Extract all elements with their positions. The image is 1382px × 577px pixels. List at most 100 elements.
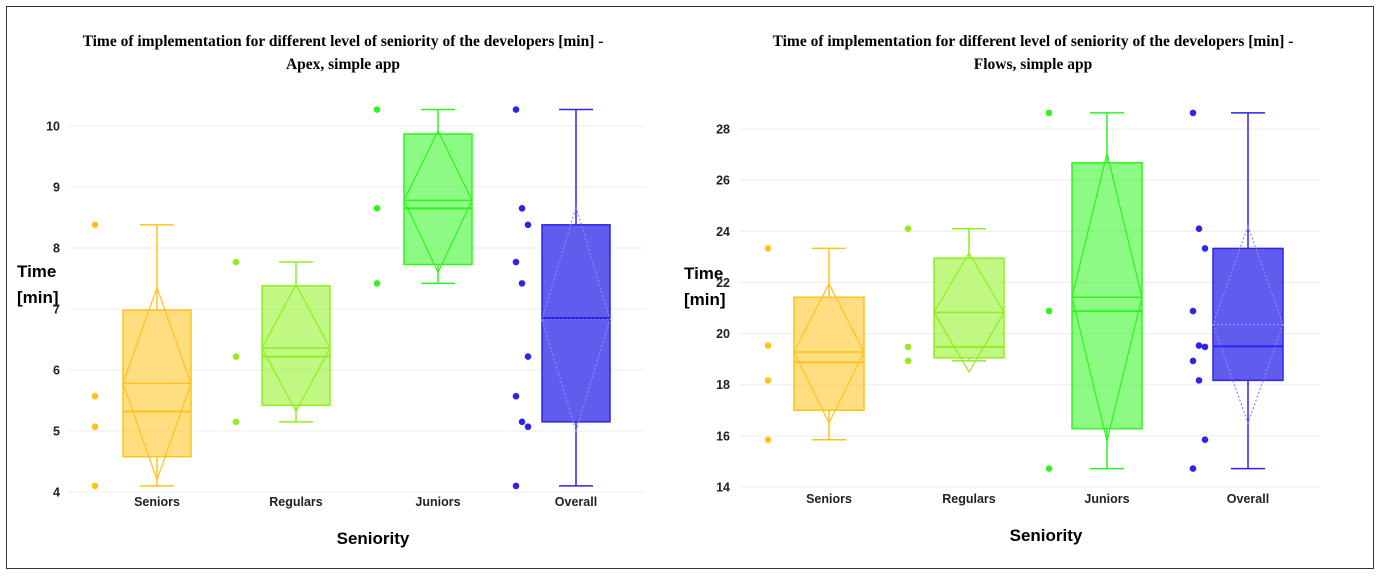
chart-panel-flows: Time of implementation for different lev… — [684, 33, 1320, 545]
data-point — [764, 436, 772, 443]
chart-title-line2: Flows, simple app — [974, 56, 1092, 73]
box-iqr — [933, 257, 1005, 359]
box-regulars — [232, 258, 331, 426]
y-axis-label-line2: [min] — [684, 290, 726, 309]
mean-diamond — [261, 283, 331, 413]
data-point — [1201, 343, 1209, 351]
y-tick-label: 20 — [716, 327, 730, 341]
box-marks — [91, 106, 611, 490]
box-overall — [512, 106, 611, 490]
data-point — [518, 418, 526, 426]
y-tick-label: 18 — [716, 378, 730, 392]
chart-panel-apex: Time of implementation for different lev… — [17, 33, 645, 548]
data-point — [91, 482, 99, 490]
data-point — [1045, 307, 1053, 315]
chart-title-line2: Apex, simple app — [286, 56, 400, 73]
box-iqr — [793, 296, 865, 412]
data-point — [904, 357, 912, 365]
data-point — [232, 353, 240, 360]
data-point — [524, 353, 532, 360]
data-point — [764, 377, 772, 384]
data-point — [373, 106, 381, 113]
data-point — [91, 423, 99, 431]
data-point — [512, 482, 520, 490]
box-seniors — [91, 221, 192, 490]
data-point — [1045, 109, 1053, 117]
mean-diamond — [1071, 153, 1143, 442]
y-tick-label: 28 — [716, 123, 730, 137]
box-iqr — [1212, 247, 1284, 382]
data-point — [512, 106, 520, 113]
data-point — [764, 342, 772, 349]
box-overall — [1189, 109, 1284, 472]
x-tick-label: Overall — [1227, 492, 1269, 506]
y-axis-label-line2: [min] — [17, 288, 59, 307]
data-point — [91, 392, 99, 400]
x-tick-label: Seniors — [134, 495, 180, 509]
data-point — [904, 225, 912, 233]
box-iqr — [261, 285, 331, 407]
box-juniors — [373, 106, 473, 287]
y-tick-label: 6 — [53, 364, 60, 378]
figure-frame — [6, 6, 1374, 569]
box-regulars — [904, 225, 1005, 374]
data-point — [1189, 465, 1197, 472]
y-axis-label-line1: Time — [684, 264, 723, 283]
y-axis-label-line1: Time — [17, 262, 56, 281]
x-axis-label: Seniority — [1010, 526, 1083, 545]
x-tick-label: Overall — [555, 495, 597, 509]
data-point — [91, 221, 99, 229]
data-point — [373, 280, 381, 287]
data-point — [1195, 225, 1203, 233]
y-tick-labels: 4 5 6 7 8 9 10 — [46, 120, 60, 500]
box-iqr — [541, 224, 611, 423]
y-tick-label: 9 — [53, 181, 60, 195]
data-point — [904, 343, 912, 351]
y-tick-label: 7 — [53, 303, 60, 317]
data-point — [518, 280, 526, 287]
box-iqr — [403, 133, 473, 266]
x-tick-label: Juniors — [1084, 492, 1129, 506]
data-point — [512, 392, 520, 400]
x-tick-label: Regulars — [269, 495, 323, 509]
data-point — [1189, 109, 1197, 117]
mean-diamond — [793, 282, 865, 425]
y-tick-label: 22 — [716, 276, 730, 290]
x-tick-label: Juniors — [415, 495, 460, 509]
box-juniors — [1045, 109, 1143, 472]
y-tick-label: 24 — [716, 225, 730, 239]
data-point — [1195, 377, 1203, 384]
y-tick-label: 16 — [716, 429, 730, 443]
data-point — [512, 258, 520, 266]
data-point — [1045, 465, 1053, 472]
data-point — [232, 258, 240, 266]
y-tick-label: 8 — [53, 242, 60, 256]
box-seniors — [764, 245, 865, 443]
x-axis-label: Seniority — [337, 529, 410, 548]
data-point — [518, 205, 526, 212]
x-tick-labels: Seniors Regulars Juniors Overall — [806, 492, 1269, 506]
y-tick-label: 4 — [53, 486, 60, 500]
mean-diamond — [403, 129, 473, 274]
y-tick-label: 5 — [53, 425, 60, 439]
y-tick-labels: 14 16 18 20 22 24 26 28 — [716, 123, 730, 495]
data-point — [1195, 342, 1203, 349]
mean-diamond — [122, 285, 192, 482]
x-tick-labels: Seniors Regulars Juniors Overall — [134, 495, 597, 509]
mean-diamond — [541, 205, 611, 434]
data-point — [1189, 307, 1197, 315]
y-tick-label: 26 — [716, 174, 730, 188]
data-point — [373, 205, 381, 212]
box-marks — [764, 109, 1284, 472]
x-tick-label: Regulars — [942, 492, 996, 506]
mean-diamond — [1212, 224, 1284, 425]
data-point — [1189, 357, 1197, 365]
data-point — [1201, 436, 1209, 443]
data-point — [232, 418, 240, 426]
data-point — [524, 221, 532, 229]
y-tick-label: 10 — [46, 120, 60, 134]
chart-title-line1: Time of implementation for different lev… — [773, 33, 1294, 50]
data-point — [524, 423, 532, 431]
data-point — [764, 245, 772, 252]
